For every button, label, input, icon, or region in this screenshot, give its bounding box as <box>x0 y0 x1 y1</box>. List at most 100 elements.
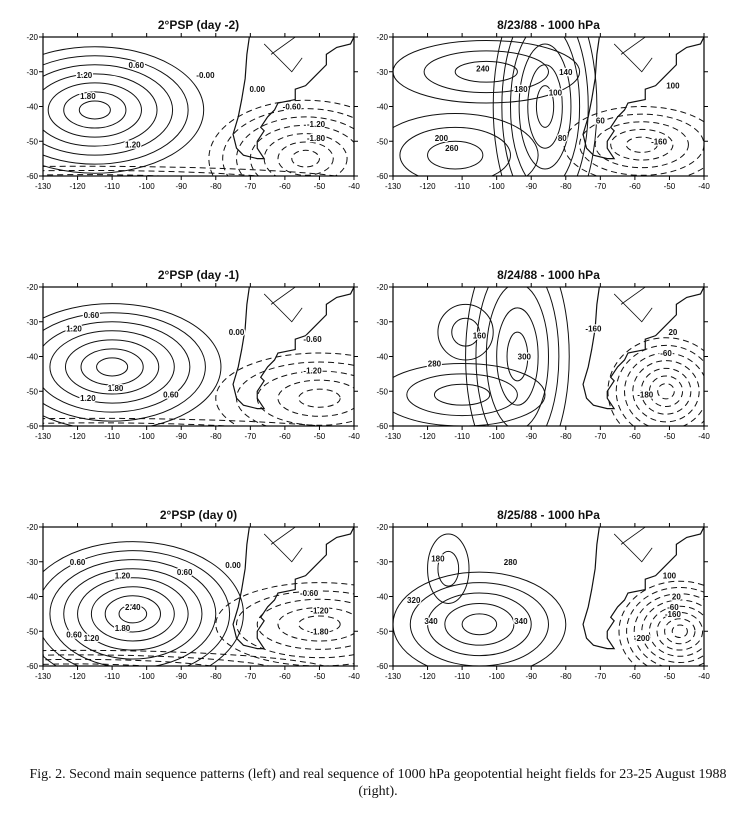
country-border <box>263 37 303 73</box>
contour-label: 0.60 <box>177 568 193 577</box>
positive-contour-line <box>77 577 189 651</box>
negative-contour-line <box>657 383 675 400</box>
contour-label: 240 <box>476 64 490 73</box>
negative-contour-line <box>298 388 341 408</box>
contour-label: 100 <box>663 572 677 581</box>
y-tick-label: -50 <box>26 137 38 146</box>
contour-label: 0.60 <box>163 391 179 400</box>
positive-contour-line <box>64 339 160 395</box>
country-border <box>613 527 653 563</box>
x-tick-label: -90 <box>175 182 187 191</box>
x-tick-label: -60 <box>629 432 641 441</box>
x-tick-label: -90 <box>525 672 537 681</box>
contour-label: 260 <box>445 144 459 153</box>
figure-caption: Fig. 2. Second main sequence patterns (l… <box>29 767 727 799</box>
positive-contour-line <box>90 586 175 642</box>
y-tick-label: -60 <box>26 172 38 181</box>
x-tick-label: -130 <box>385 432 402 441</box>
coastline <box>232 527 354 650</box>
contour-label: -60 <box>660 349 672 358</box>
negative-contour-line <box>291 149 320 168</box>
negative-contour-line <box>43 658 215 666</box>
contour-label: 160 <box>473 332 487 341</box>
contour-label: 20 <box>668 328 677 337</box>
panel-title: 8/24/88 - 1000 hPa <box>497 268 600 282</box>
x-tick-label: -80 <box>560 672 572 681</box>
y-tick-label: -40 <box>376 353 388 362</box>
x-tick-label: -100 <box>489 672 506 681</box>
contour-label: 180 <box>514 85 528 94</box>
negative-contour-line <box>640 367 692 415</box>
y-tick-label: -50 <box>26 387 38 396</box>
x-tick-label: -110 <box>454 432 470 441</box>
negative-contour-line <box>624 352 704 426</box>
x-tick-label: -80 <box>560 432 572 441</box>
positive-contour-line <box>506 331 529 382</box>
y-tick-label: -60 <box>376 422 388 431</box>
map-panel: 2°PSP (day -1) 0.60 1.20 1.80 1.20 0.60 0.00 -0… <box>0 268 378 468</box>
x-tick-label: -40 <box>698 182 710 191</box>
negative-contour-line <box>277 379 354 417</box>
positive-contour-line <box>118 604 148 624</box>
x-tick-label: -70 <box>245 182 257 191</box>
y-tick-label: -40 <box>26 103 38 112</box>
contour-label: 0.00 <box>225 561 241 570</box>
negative-contour-line <box>656 611 704 651</box>
contour-label: 1.20 <box>77 71 93 80</box>
x-tick-label: -70 <box>245 672 257 681</box>
contour-map: 0.60 1.20 1.80 1.20 -0.00 0.00 -0.60 -1.20 -1.80… <box>26 33 360 191</box>
x-tick-label: -120 <box>420 672 437 681</box>
y-tick-label: -30 <box>376 68 388 77</box>
coastline <box>232 37 354 160</box>
negative-contour-line <box>594 121 689 169</box>
y-tick-label: -30 <box>26 558 38 567</box>
x-tick-label: -100 <box>489 432 506 441</box>
y-tick-label: -30 <box>26 318 38 327</box>
contour-label: -160 <box>651 137 668 146</box>
x-tick-label: -90 <box>525 432 537 441</box>
x-tick-label: -110 <box>104 672 120 681</box>
y-tick-label: -60 <box>26 662 38 671</box>
positive-contour-line <box>43 321 191 413</box>
negative-contour-line <box>208 99 354 176</box>
contour-label: 1.20 <box>115 572 131 581</box>
contour-label: 0.60 <box>84 311 100 320</box>
positive-contour-line <box>63 91 127 129</box>
contour-label: -180 <box>637 391 654 400</box>
positive-contour-line <box>78 100 111 120</box>
negative-contour-line <box>625 136 658 153</box>
positive-contour-line <box>433 383 491 406</box>
positive-contour-line <box>527 64 563 149</box>
positive-contour-line <box>393 112 539 176</box>
negative-contour-line <box>626 586 704 666</box>
x-tick-label: -110 <box>104 182 120 191</box>
contour-label: 0.00 <box>249 85 265 94</box>
x-tick-label: -110 <box>454 182 470 191</box>
x-tick-label: -40 <box>348 432 360 441</box>
x-tick-label: -50 <box>314 182 326 191</box>
contour-label: 80 <box>558 134 567 143</box>
contour-label: 1.80 <box>115 624 131 633</box>
contour-map: 160 280 300 -160 20 -60 -180 -130 -120 -110 -100 -9… <box>376 283 710 441</box>
contour-label: 340 <box>514 617 528 626</box>
positive-contour-line <box>485 287 549 426</box>
contour-label: 0.60 <box>129 61 145 70</box>
contour-label: -160 <box>585 325 602 334</box>
negative-contour-line <box>43 165 340 176</box>
negative-contour-line <box>633 593 704 666</box>
y-tick-label: -40 <box>26 353 38 362</box>
x-tick-label: -50 <box>314 432 326 441</box>
negative-contour-line <box>43 663 151 666</box>
x-tick-label: -40 <box>348 182 360 191</box>
positive-contour-line <box>437 550 460 587</box>
positive-contour-line <box>535 85 555 128</box>
positive-contour-line <box>43 73 158 147</box>
positive-contour-line <box>96 357 129 377</box>
y-tick-label: -60 <box>26 422 38 431</box>
positive-contour-line <box>393 362 546 426</box>
positive-contour-line <box>47 82 142 138</box>
x-tick-label: -60 <box>279 672 291 681</box>
x-tick-label: -60 <box>279 432 291 441</box>
y-tick-label: -20 <box>376 33 388 42</box>
x-tick-label: -70 <box>595 432 607 441</box>
